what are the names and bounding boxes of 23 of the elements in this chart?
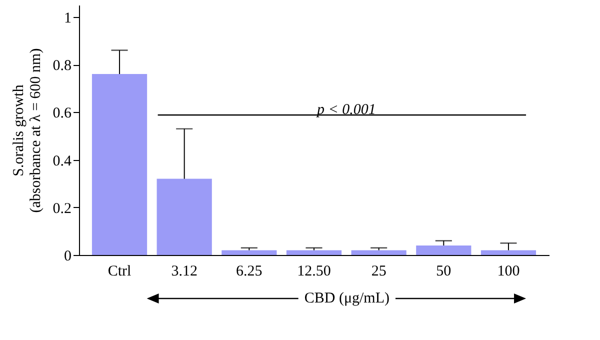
y-tick-label: 0.2	[52, 200, 72, 217]
bar	[416, 245, 472, 255]
x-tick-label: 6.25	[236, 264, 262, 280]
y-tick-label: 1	[64, 10, 72, 26]
annotation: p < 0.001	[316, 102, 376, 118]
y-tick-label: 0.8	[52, 58, 72, 74]
bar	[222, 250, 277, 255]
x-tick-label: 12.50	[297, 264, 331, 280]
bar	[286, 250, 342, 255]
x-tick-label: Ctrl	[108, 264, 132, 280]
x-axis-title: CBD (μg/mL)	[304, 290, 390, 306]
bar	[480, 250, 536, 255]
bar	[156, 178, 212, 255]
y-tick-label: 0	[64, 248, 72, 264]
x-tick-label: 3.12	[171, 264, 198, 280]
y-tick-label: 0.6	[52, 106, 72, 122]
y-tick-label: 0.4	[52, 153, 72, 170]
x-tick-label: 25	[371, 264, 386, 280]
x-tick-label: 100	[497, 264, 520, 280]
x-tick-label: 50	[436, 264, 452, 280]
bar	[92, 74, 148, 255]
bar	[351, 250, 406, 255]
y-axis-title: S.oralis growth (absorbance at λ = 600 nm)	[10, 48, 44, 213]
